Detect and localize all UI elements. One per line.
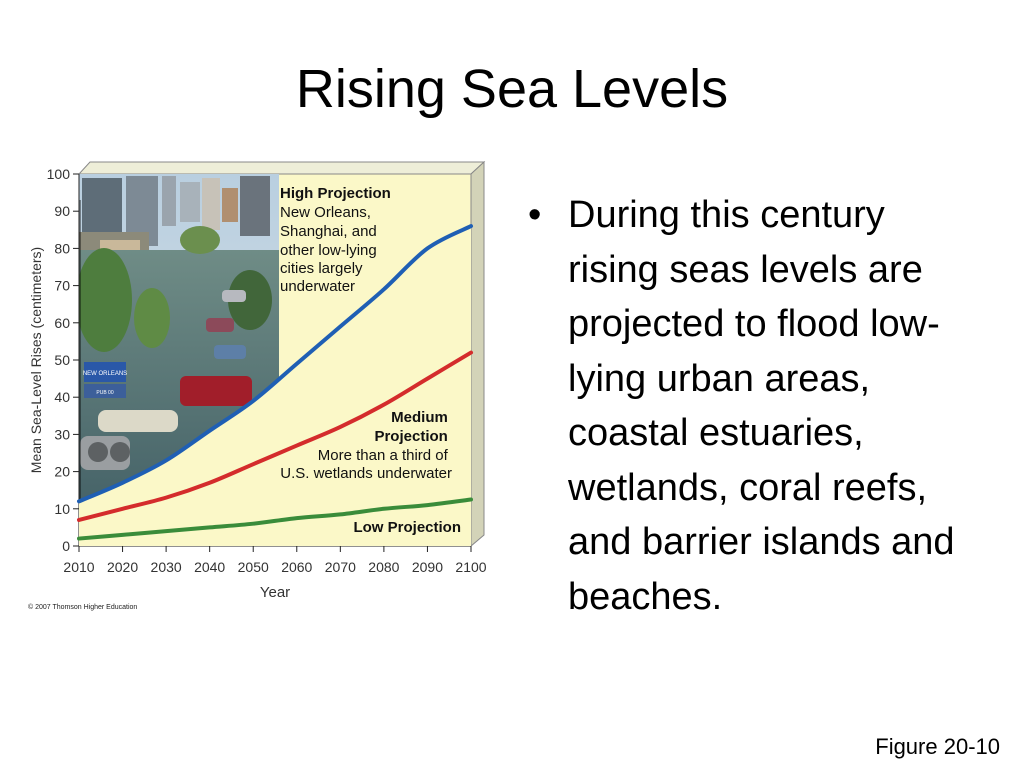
- y-tick-label: 80: [54, 240, 70, 256]
- flood-photo: NEW ORLEANS PUB 00: [79, 174, 279, 546]
- y-tick-label: 70: [54, 278, 70, 294]
- y-tick-label: 30: [54, 426, 70, 442]
- high-projection-label: High Projection: [280, 185, 391, 202]
- y-tick-label: 50: [54, 352, 70, 368]
- medium-projection-label-2: Projection: [374, 428, 447, 445]
- series-lines: [77, 224, 473, 546]
- below-curve-fill: [79, 226, 471, 546]
- sea-level-chart: NEW ORLEANS PUB 00 010203040506070809010…: [28, 160, 487, 611]
- pub-sign: PUB 00: [96, 390, 113, 396]
- y-tick-label: 40: [54, 389, 70, 405]
- plot-frame-side: [470, 160, 485, 548]
- y-tick-label: 10: [54, 501, 70, 517]
- y-tick-label: 0: [62, 538, 70, 554]
- medium-projection-line-1: More than a third of: [318, 447, 449, 464]
- high-projection-annotation: High Projection New Orleans, Shanghai, a…: [280, 185, 395, 295]
- x-tick-label: 2040: [194, 559, 225, 575]
- new-orleans-sign: NEW ORLEANS: [83, 371, 127, 377]
- bullet-dot: •: [528, 194, 542, 236]
- low-projection-line: [77, 497, 473, 541]
- x-axis-title: Year: [260, 584, 290, 601]
- x-tick-label: 2030: [151, 559, 182, 575]
- low-projection-annotation: Low Projection: [353, 519, 461, 536]
- bullet-text: During this century rising seas levels a…: [568, 194, 955, 618]
- copyright-text: © 2007 Thomson Higher Education: [28, 603, 137, 611]
- medium-projection-line: [77, 350, 473, 522]
- y-axis-ticks: 0 10 20 30 40 50 60 70 80 90 100: [47, 166, 79, 554]
- x-tick-label: 2070: [325, 559, 356, 575]
- x-tick-label: 2020: [107, 559, 138, 575]
- slide-title: Rising Sea Levels: [295, 59, 729, 119]
- y-tick-label: 20: [54, 464, 70, 480]
- high-projection-line-4: cities largely: [280, 260, 363, 277]
- y-axis-title: Mean Sea-Level Rises (centimeters): [28, 247, 44, 473]
- x-tick-label: 2100: [455, 559, 486, 575]
- medium-projection-line-2: U.S. wetlands underwater: [280, 465, 452, 482]
- high-projection-line: [77, 224, 473, 504]
- medium-projection-label-1: Medium: [391, 409, 448, 426]
- plot-frame-top: [77, 161, 486, 175]
- x-tick-label: 2060: [281, 559, 312, 575]
- y-tick-label: 60: [54, 315, 70, 331]
- low-projection-label: Low Projection: [353, 519, 461, 536]
- y-tick-label: 100: [47, 166, 71, 182]
- high-projection-line-5: underwater: [280, 278, 355, 295]
- high-projection-line-1: New Orleans,: [280, 204, 371, 221]
- y-tick-label: 90: [54, 203, 70, 219]
- medium-projection-annotation: Medium Projection More than a third of U…: [280, 409, 452, 482]
- x-tick-label: 2090: [412, 559, 443, 575]
- x-tick-label: 2010: [63, 559, 94, 575]
- x-tick-label: 2050: [238, 559, 269, 575]
- high-projection-line-2: Shanghai, and: [280, 223, 377, 240]
- x-tick-label: 2080: [368, 559, 399, 575]
- x-axis-ticks: 2010 2020 2030 2040 2050 2060 2070 2080 2090 2100: [63, 546, 487, 575]
- figure-label: Figure 20-10: [875, 734, 1000, 759]
- high-projection-line-3: other low-lying: [280, 242, 377, 259]
